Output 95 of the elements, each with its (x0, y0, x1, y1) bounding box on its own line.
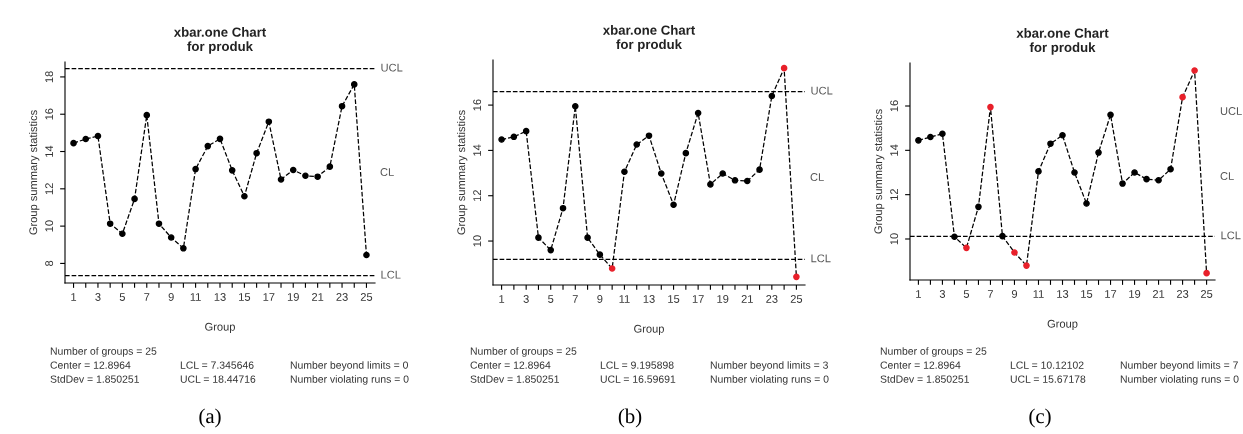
text: CL (1220, 172, 1234, 180)
x-tick-label: 9 (1011, 290, 1018, 298)
text: StdDev = 1.850251 (880, 375, 969, 383)
x-tick-label: 7 (987, 290, 993, 298)
x-tick-label: 19 (717, 295, 729, 303)
text: Number beyond limits = 3 (710, 361, 828, 371)
text: LCL = 9.195898 (600, 361, 674, 369)
x-tick-label: 17 (1105, 290, 1117, 298)
x-tick-label: 11 (190, 293, 201, 301)
y-tick-label: 12 (45, 183, 53, 195)
x-axis-title: Group (634, 324, 664, 335)
x-tick-label: 17 (692, 295, 704, 303)
x-tick-label: 23 (336, 293, 348, 301)
x-tick-label: 13 (214, 293, 226, 301)
y-axis-title: Group summary statistics (457, 110, 468, 235)
chart-title: xbar.one Chart for produk (173, 27, 267, 54)
text: CL (380, 168, 394, 176)
ref-line-label: LCL (811, 254, 831, 263)
x-tick-label: 15 (668, 295, 680, 303)
text: LCL = 10.12102 (1010, 361, 1084, 369)
text: UCL (1220, 107, 1242, 115)
text: Center = 12.8964 (50, 361, 131, 369)
text: LCL = 7.345646 (180, 361, 254, 369)
x-tick-label: 3 (523, 295, 529, 303)
text: Number violating runs = 0 (1120, 375, 1239, 385)
x-tick-label: 9 (168, 293, 174, 301)
ref-line-label: UCL (811, 86, 833, 95)
x-tick-label: 21 (312, 293, 324, 301)
ref-line-label: UCL (381, 63, 403, 72)
x-tick-label: 7 (572, 295, 578, 303)
y-tick-label: 14 (45, 145, 53, 157)
text: UCL = 15.67178 (1010, 375, 1086, 383)
x-tick-label: 3 (939, 290, 946, 298)
y-tick-label: 14 (473, 144, 481, 156)
x-tick-label: 25 (1200, 290, 1213, 298)
text: StdDev = 1.850251 (50, 375, 139, 383)
text: Number of groups = 25 (50, 347, 157, 357)
y-tick-label: 12 (890, 189, 898, 200)
y-tick-label: 10 (473, 235, 482, 247)
y-tick-label: 8 (45, 260, 54, 267)
x-tick-label: 5 (119, 293, 125, 301)
x-tick-label: 3 (95, 293, 101, 301)
x-tick-label: 25 (360, 293, 373, 301)
y-tick-label: 10 (45, 220, 54, 232)
x-tick-label: 19 (1129, 290, 1141, 298)
x-tick-label: 21 (1152, 290, 1165, 298)
chart-title: xbar.one Chart for produk (1016, 28, 1109, 55)
x-tick-label: 23 (1176, 290, 1189, 298)
x-tick-label: 9 (597, 295, 603, 303)
x-tick-label: 7 (144, 293, 150, 301)
text: (a) (199, 408, 221, 428)
x-axis-title: Group (1047, 319, 1078, 330)
x-tick-label: 23 (766, 295, 778, 303)
ref-line-label: LCL (1221, 231, 1241, 240)
text: Number violating runs = 0 (290, 375, 409, 385)
x-tick-label: 5 (963, 290, 970, 298)
x-axis-title: Group (205, 322, 235, 333)
y-tick-label: 14 (890, 144, 898, 156)
x-tick-label: 15 (1081, 290, 1093, 298)
y-axis-title: Group summary statistics (874, 109, 885, 234)
x-tick-label: 19 (287, 293, 299, 301)
text: (c) (1029, 408, 1051, 428)
ref-line-label: LCL (381, 270, 401, 279)
x-tick-label: 25 (790, 295, 803, 303)
text: Center = 12.8964 (880, 361, 961, 369)
y-tick-label: 12 (473, 190, 481, 202)
text: Number beyond limits = 7 (1120, 361, 1238, 371)
text: Number violating runs = 0 (710, 375, 829, 385)
x-tick-label: 21 (741, 295, 753, 303)
text: UCL = 18.44716 (180, 375, 256, 383)
text: Center = 12.8964 (470, 361, 551, 369)
x-tick-label: 11 (619, 295, 630, 303)
y-tick-label: 10 (890, 233, 899, 245)
text: (b) (618, 408, 642, 428)
x-tick-label: 17 (263, 293, 275, 301)
y-tick-label: 16 (45, 108, 54, 120)
y-tick-label: 16 (890, 100, 899, 112)
x-tick-label: 1 (499, 295, 505, 303)
x-tick-label: 1 (916, 290, 921, 298)
text: Number beyond limits = 0 (290, 361, 408, 371)
text: UCL = 16.59691 (600, 375, 676, 383)
x-tick-label: 15 (239, 293, 251, 301)
x-tick-label: 13 (643, 295, 655, 303)
x-tick-label: 13 (1057, 290, 1069, 298)
text: StdDev = 1.850251 (470, 375, 559, 383)
x-tick-label: 11 (1033, 290, 1044, 298)
y-tick-label: 18 (45, 71, 54, 83)
text: Number of groups = 25 (470, 347, 577, 357)
text: CL (810, 173, 824, 181)
chart-title: xbar.one Chart for produk (602, 25, 696, 52)
y-axis-title: Group summary statistics (29, 110, 40, 235)
text: Number of groups = 25 (880, 347, 987, 357)
x-tick-label: 1 (71, 293, 77, 301)
x-tick-label: 5 (548, 295, 554, 303)
y-tick-label: 16 (473, 99, 482, 111)
